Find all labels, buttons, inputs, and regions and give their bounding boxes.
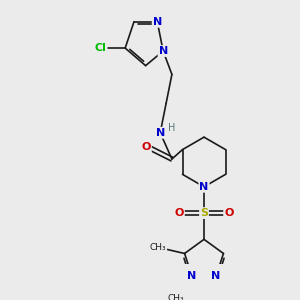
Text: N: N (158, 46, 168, 56)
Text: S: S (200, 208, 208, 218)
Text: N: N (153, 17, 162, 27)
Text: H: H (168, 123, 175, 134)
Text: O: O (175, 208, 184, 218)
Text: O: O (224, 208, 233, 218)
Text: N: N (212, 271, 221, 281)
Text: O: O (142, 142, 151, 152)
Text: N: N (188, 271, 196, 281)
Text: Cl: Cl (94, 43, 106, 53)
Text: CH₃: CH₃ (168, 294, 184, 300)
Text: CH₃: CH₃ (150, 243, 166, 252)
Text: N: N (156, 128, 165, 138)
Text: N: N (200, 182, 208, 192)
